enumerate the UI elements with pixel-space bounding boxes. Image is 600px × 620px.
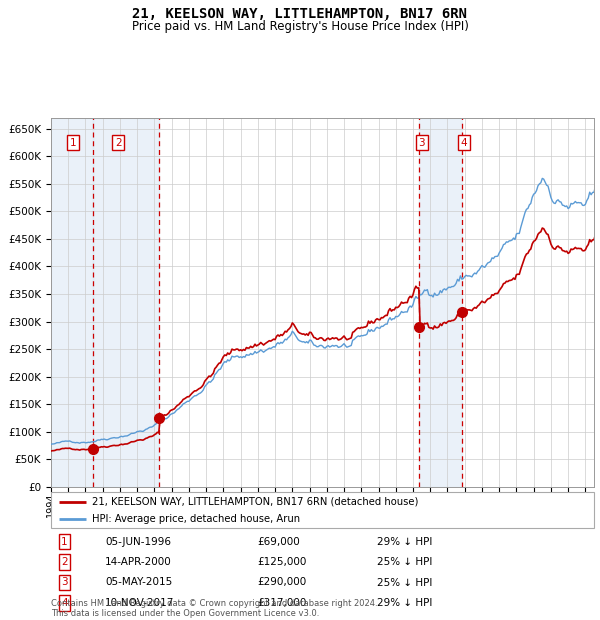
Text: 25% ↓ HPI: 25% ↓ HPI — [377, 577, 432, 588]
Text: 29% ↓ HPI: 29% ↓ HPI — [377, 536, 432, 547]
Text: 21, KEELSON WAY, LITTLEHAMPTON, BN17 6RN: 21, KEELSON WAY, LITTLEHAMPTON, BN17 6RN — [133, 7, 467, 22]
Text: 21, KEELSON WAY, LITTLEHAMPTON, BN17 6RN (detached house): 21, KEELSON WAY, LITTLEHAMPTON, BN17 6RN… — [92, 497, 418, 507]
Text: £317,000: £317,000 — [257, 598, 307, 608]
Text: 4: 4 — [61, 598, 68, 608]
Text: 05-JUN-1996: 05-JUN-1996 — [106, 536, 172, 547]
Text: 1: 1 — [70, 138, 77, 148]
Text: 10-NOV-2017: 10-NOV-2017 — [106, 598, 175, 608]
Text: 14-APR-2000: 14-APR-2000 — [106, 557, 172, 567]
Text: £69,000: £69,000 — [257, 536, 300, 547]
Text: 4: 4 — [461, 138, 467, 148]
Bar — [419, 118, 463, 487]
Text: 3: 3 — [61, 577, 68, 588]
Text: 3: 3 — [418, 138, 425, 148]
Text: Price paid vs. HM Land Registry's House Price Index (HPI): Price paid vs. HM Land Registry's House … — [131, 20, 469, 33]
Text: 05-MAY-2015: 05-MAY-2015 — [106, 577, 173, 588]
Text: Contains HM Land Registry data © Crown copyright and database right 2024.
This d: Contains HM Land Registry data © Crown c… — [51, 599, 377, 618]
Bar — [51, 118, 93, 487]
Text: 2: 2 — [115, 138, 122, 148]
Bar — [93, 118, 160, 487]
Text: 25% ↓ HPI: 25% ↓ HPI — [377, 557, 432, 567]
Text: £290,000: £290,000 — [257, 577, 307, 588]
Text: 29% ↓ HPI: 29% ↓ HPI — [377, 598, 432, 608]
Text: £125,000: £125,000 — [257, 557, 307, 567]
Text: 2: 2 — [61, 557, 68, 567]
Text: HPI: Average price, detached house, Arun: HPI: Average price, detached house, Arun — [92, 514, 300, 525]
Text: 1: 1 — [61, 536, 68, 547]
